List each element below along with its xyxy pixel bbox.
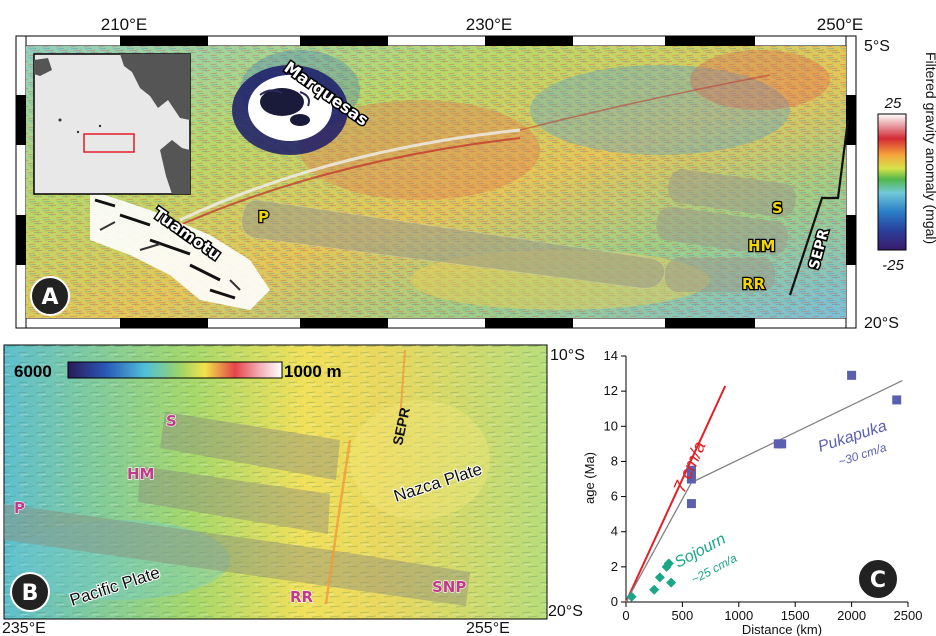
pukapuka-point [777, 439, 787, 449]
plot-area: 0 2 4 6 8 10 12 14 0 500 1000 1500 2000 2500 [604, 348, 923, 623]
pukapuka-point [686, 465, 696, 475]
depth-colorbar [67, 361, 283, 379]
panel-a-frame-ticks [15, 35, 857, 329]
sojourn-point [666, 577, 677, 588]
fit-line [625, 482, 692, 603]
label-rr-b: RR [290, 588, 314, 606]
label-7cm-line: 7 cm/a [669, 438, 709, 495]
x-tick-label: 1000 [724, 608, 753, 623]
pukapuka-point [686, 499, 696, 509]
sojourn-point [654, 572, 665, 583]
x-tick-label: 0 [622, 608, 629, 623]
ridge-swaths-a [241, 119, 850, 296]
panel-a-gravity-map: 210°E 230°E 250°E [15, 15, 936, 332]
panel-c-letter: C [870, 568, 886, 593]
lon-tick-210: 210°E [101, 15, 148, 34]
lat-tick-20s-b: 20°S [548, 603, 583, 620]
y-tick-label: 0 [611, 594, 618, 609]
pukapuka-point [892, 395, 902, 405]
y-tick-label: 14 [604, 348, 618, 363]
fit-line [691, 380, 903, 484]
panel-c-badge [857, 558, 899, 600]
rate-line-7cm [625, 385, 727, 603]
study-area-box [83, 133, 135, 153]
fracture-trace [324, 439, 352, 605]
label-s: S [772, 199, 783, 217]
panel-a-letter: A [41, 285, 58, 310]
y-tick-label: 4 [611, 524, 618, 539]
label-snp: SNP [432, 578, 466, 596]
y-tick-label: 6 [611, 489, 618, 504]
lon-tick-230: 230°E [466, 15, 513, 34]
ridge-swaths-b [4, 412, 470, 606]
tuamotu-plateau [90, 190, 270, 310]
y-axis-label: age (Ma) [582, 452, 597, 504]
lon-tick-250: 250°E [817, 15, 864, 34]
x-axis-label: Distance (km) [742, 622, 822, 636]
x-tick-label: 1500 [781, 608, 810, 623]
marquesas-seamounts [232, 65, 348, 155]
x-tick-label: 2500 [894, 608, 923, 623]
pukapuka-point [686, 474, 696, 484]
panel-b-badge [10, 572, 50, 612]
panel-b-bathymetry-map: 6000 1000 m S HM P RR SNP SEPR Nazca Pla… [2, 344, 585, 636]
sojourn-point [663, 558, 674, 569]
gravity-colorbar: 25 -25 Filtered gravity anomaly (mgal) [877, 52, 936, 274]
label-hm-b: HM [127, 465, 154, 483]
label-p: P [258, 208, 269, 226]
y-tick-label: 2 [611, 559, 618, 574]
lon-tick-235: 235°E [2, 620, 46, 636]
y-tick-label: 10 [604, 418, 618, 433]
colorbar-max: 25 [884, 95, 902, 112]
sojourn-point [626, 591, 637, 602]
sojourn-point [649, 584, 660, 595]
label-sepr-b: SEPR [389, 406, 413, 447]
label-rr: RR [742, 275, 766, 293]
x-tick-label: 500 [672, 608, 694, 623]
lat-tick-20s: 20°S [864, 315, 899, 332]
panel-c-age-distance-chart: 0 2 4 6 8 10 12 14 0 500 1000 1500 2000 2500 age (Ma)… [582, 348, 922, 636]
panel-b-letter: B [22, 581, 39, 606]
lon-tick-255: 255°E [466, 620, 510, 636]
depth-bar-left-label: 6000 [14, 362, 52, 381]
locator-inset [33, 53, 191, 195]
y-tick-label: 12 [604, 383, 618, 398]
label-p-b: P [14, 499, 25, 517]
label-s-b: S [166, 412, 177, 430]
pukapuka-point [847, 370, 857, 380]
colorbar-title: Filtered gravity anomaly (mgal) [923, 52, 936, 244]
y-tick-label: 8 [611, 453, 618, 468]
panel-a-badge [30, 276, 70, 316]
colorbar-min: -25 [882, 257, 904, 274]
lat-tick-5s: 5°S [864, 38, 890, 55]
x-tick-label: 2000 [837, 608, 866, 623]
label-hm: HM [748, 237, 775, 255]
depth-bar-right-label: 1000 m [284, 362, 342, 381]
lat-tick-10s: 10°S [550, 347, 585, 364]
